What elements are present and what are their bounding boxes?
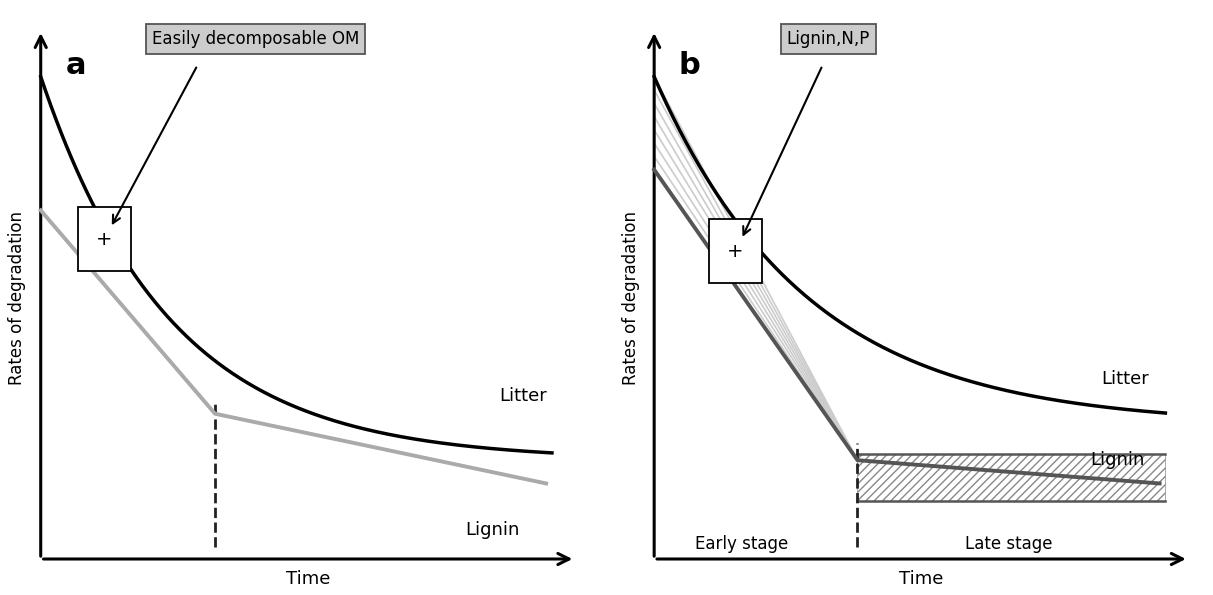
FancyBboxPatch shape <box>79 208 131 271</box>
FancyBboxPatch shape <box>710 219 762 283</box>
Text: b: b <box>678 51 700 80</box>
Text: Litter: Litter <box>1101 370 1149 388</box>
Text: Litter: Litter <box>500 387 547 405</box>
Text: +: + <box>728 242 744 261</box>
Text: Lignin: Lignin <box>1089 451 1144 469</box>
Text: Lignin: Lignin <box>465 521 519 539</box>
Text: Time: Time <box>899 570 944 588</box>
Text: Rates of degradation: Rates of degradation <box>8 211 27 384</box>
Text: Late stage: Late stage <box>964 535 1053 553</box>
Text: Early stage: Early stage <box>695 535 788 553</box>
Text: +: + <box>96 230 113 249</box>
Text: Time: Time <box>286 570 330 588</box>
Text: a: a <box>66 51 86 80</box>
Text: Easily decomposable OM: Easily decomposable OM <box>152 30 359 48</box>
Text: Rates of degradation: Rates of degradation <box>622 211 640 384</box>
Text: Lignin,N,P: Lignin,N,P <box>787 30 870 48</box>
